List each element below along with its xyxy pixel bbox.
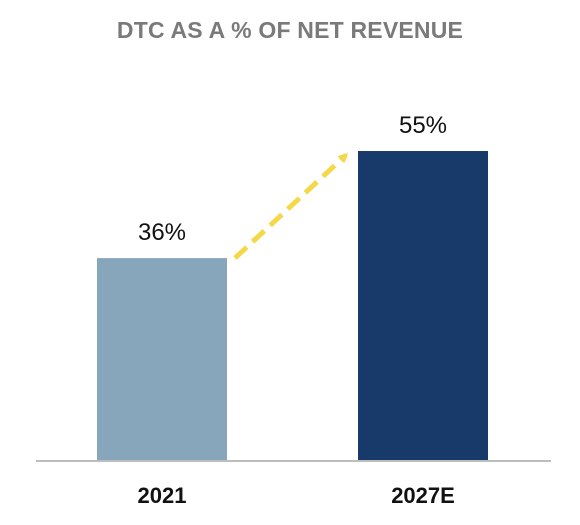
bars-layer bbox=[97, 151, 488, 461]
category-label-2027e: 2027E bbox=[391, 483, 455, 508]
growth-arrow bbox=[233, 152, 349, 260]
value-label-2027e: 55% bbox=[399, 112, 447, 139]
bar-2027e bbox=[358, 151, 488, 461]
value-label-2021: 36% bbox=[138, 219, 186, 246]
labels-layer: 36% 2021 55% 2027E bbox=[138, 112, 455, 508]
chart-title: DTC AS A % OF NET REVENUE bbox=[117, 17, 463, 43]
bar-2021 bbox=[97, 258, 227, 461]
category-label-2021: 2021 bbox=[138, 483, 187, 508]
annotations-layer bbox=[233, 152, 349, 260]
